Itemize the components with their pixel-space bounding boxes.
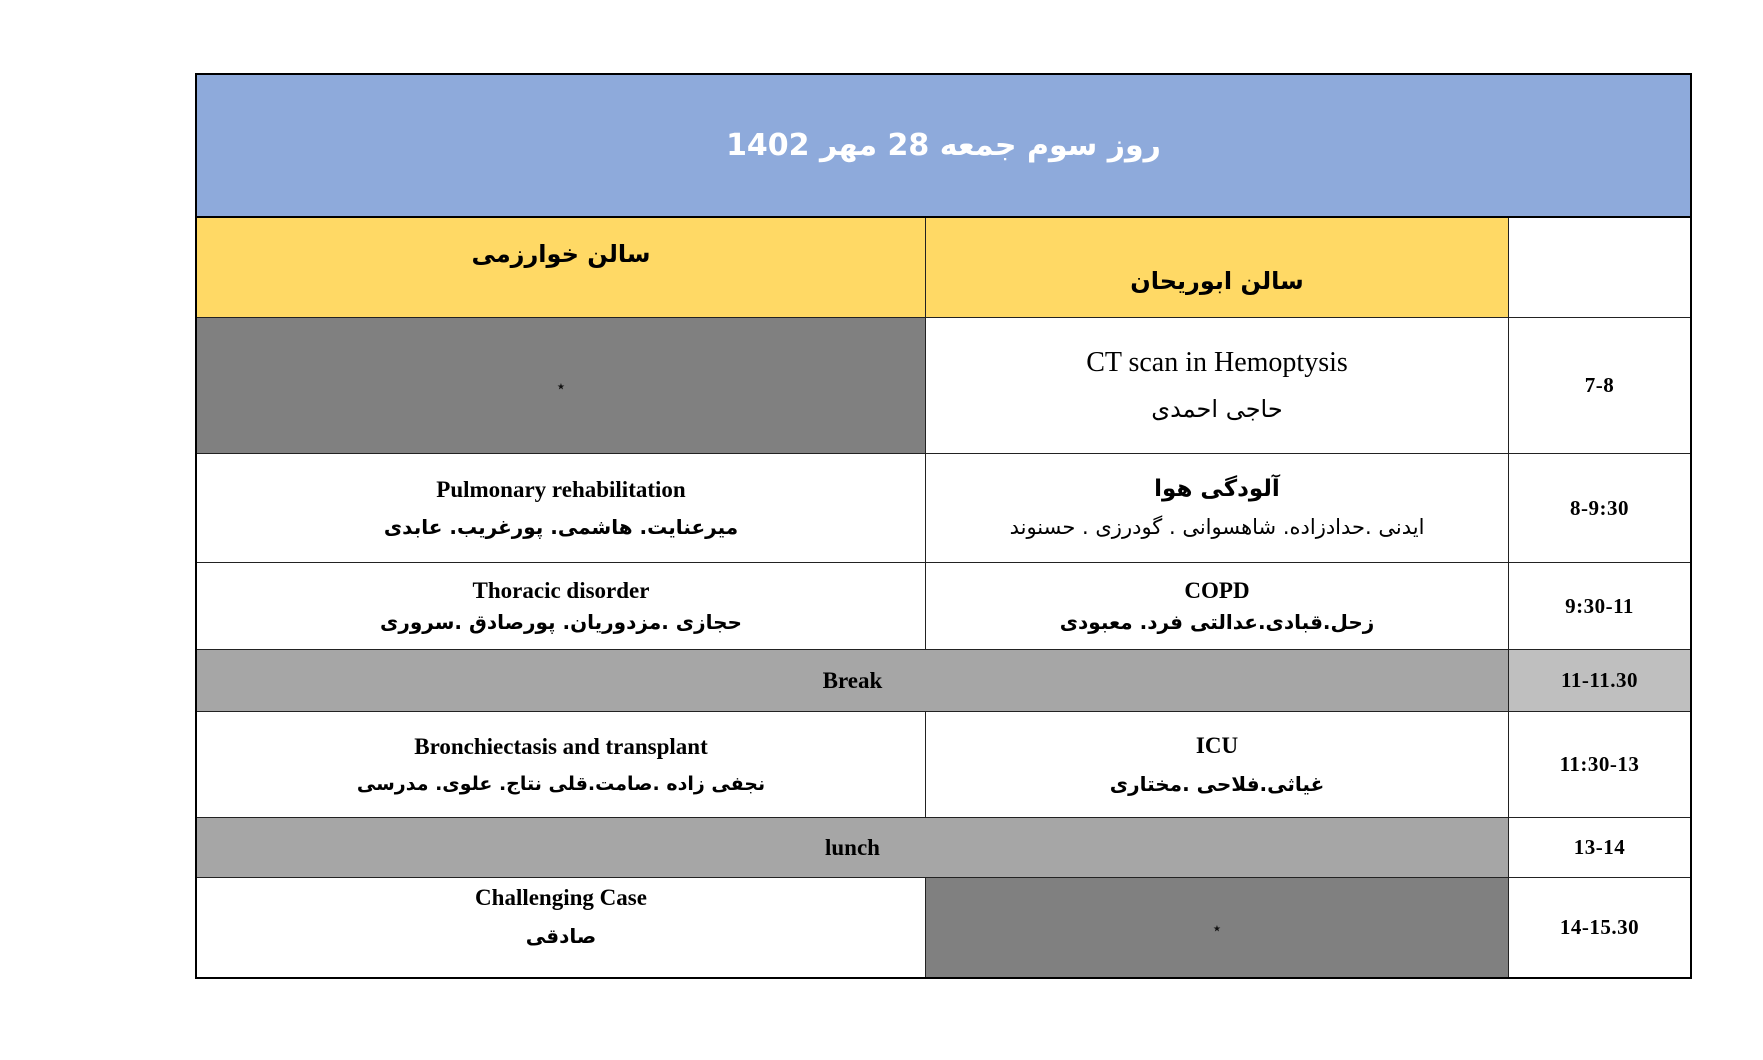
session-row-930-11: Thoracic disorder حجازی .مزدوریان. پورصا… [197, 563, 1690, 650]
hall2-header-label: سالن ابوریحان [1130, 267, 1304, 295]
day-title-cell: روز سوم جمعه 28 مهر 1402 [197, 75, 1690, 218]
time-label: 8-9:30 [1570, 495, 1629, 520]
star-symbol: ٭ [556, 376, 566, 395]
time-label: 11-11.30 [1561, 668, 1638, 692]
time-cell: 14-15.30 [1509, 878, 1690, 977]
session-cell: Thoracic disorder حجازی .مزدوریان. پورصا… [197, 563, 926, 650]
time-label: 14-15.30 [1559, 915, 1640, 939]
session-speakers: نجفی زاده .صامت.قلی نتاج. علوی. مدرسی [356, 772, 766, 795]
break-row: Break 11-11.30 [197, 650, 1690, 712]
blocked-cell: ٭ [197, 318, 926, 454]
session-row-7-8: ٭ CT scan in Hemoptysis حاجی احمدی 7-8 [197, 318, 1690, 454]
hall1-header-label: سالن خوارزمی [471, 240, 651, 268]
star-symbol: ٭ [1212, 918, 1222, 937]
break-cell: Break [197, 650, 1509, 712]
session-row-8-930: Pulmonary rehabilitation میرعنایت. هاشمی… [197, 454, 1690, 563]
title-row: روز سوم جمعه 28 مهر 1402 [197, 75, 1690, 218]
session-speakers: زحل.قبادی.عدالتی فرد. معبودی [1059, 610, 1375, 635]
time-label: 11:30-13 [1559, 752, 1640, 776]
session-cell: Pulmonary rehabilitation میرعنایت. هاشمی… [197, 454, 926, 563]
time-label: 9:30-11 [1565, 593, 1634, 618]
session-title: Thoracic disorder [472, 577, 650, 603]
time-cell: 11:30-13 [1509, 712, 1690, 818]
session-cell: Challenging Case صادقی [197, 878, 926, 977]
hall2-header-cell: سالن ابوریحان [926, 218, 1509, 318]
time-cell: 13-14 [1509, 818, 1690, 878]
day-title: روز سوم جمعه 28 مهر 1402 [726, 128, 1161, 163]
schedule-table: روز سوم جمعه 28 مهر 1402 سالن خوارزمی سا… [195, 73, 1692, 979]
session-speakers: حجازی .مزدوریان. پورصادق .سروری [380, 610, 742, 635]
session-title: Bronchiectasis and transplant [414, 733, 708, 759]
session-cell: CT scan in Hemoptysis حاجی احمدی [926, 318, 1509, 454]
hall1-header-cell: سالن خوارزمی [197, 218, 926, 318]
session-speakers: غیاثی.فلاحی .مختاری [1109, 771, 1325, 796]
hall-header-row: سالن خوارزمی سالن ابوریحان [197, 218, 1690, 318]
time-cell: 7-8 [1509, 318, 1690, 454]
time-label: 13-14 [1573, 835, 1626, 859]
session-speakers: میرعنایت. هاشمی. پورغریب. عابدی [383, 515, 739, 540]
session-row-14-1530: Challenging Case صادقی ٭ 14-15.30 [197, 878, 1690, 977]
session-cell: COPD زحل.قبادی.عدالتی فرد. معبودی [926, 563, 1509, 650]
session-row-1130-13: Bronchiectasis and transplant نجفی زاده … [197, 712, 1690, 818]
session-title: Pulmonary rehabilitation [436, 476, 686, 502]
time-cell: 8-9:30 [1509, 454, 1690, 563]
session-speakers: صادقی [525, 923, 597, 948]
time-header-cell [1509, 218, 1690, 318]
time-cell: 11-11.30 [1509, 650, 1690, 712]
session-speakers: حاجی احمدی [1151, 395, 1283, 424]
session-title: CT scan in Hemoptysis [1086, 347, 1348, 379]
lunch-cell: lunch [197, 818, 1509, 878]
session-cell: ICU غیاثی.فلاحی .مختاری [926, 712, 1509, 818]
lunch-row: lunch 13-14 [197, 818, 1690, 878]
time-label: 7-8 [1584, 373, 1615, 397]
lunch-label: lunch [825, 834, 880, 860]
session-title: آلودگی هوا [1154, 475, 1280, 502]
session-cell: آلودگی هوا ایدنی .حدادزاده. شاهسوانی . گ… [926, 454, 1509, 563]
blocked-cell: ٭ [926, 878, 1509, 977]
session-title: COPD [1184, 577, 1250, 603]
break-label: Break [822, 667, 883, 693]
session-title: ICU [1195, 733, 1239, 759]
time-cell: 9:30-11 [1509, 563, 1690, 650]
session-cell: Bronchiectasis and transplant نجفی زاده … [197, 712, 926, 818]
session-title: Challenging Case [475, 885, 647, 910]
session-speakers: ایدنی .حدادزاده. شاهسوانی . گودرزی . حسن… [1009, 514, 1425, 539]
